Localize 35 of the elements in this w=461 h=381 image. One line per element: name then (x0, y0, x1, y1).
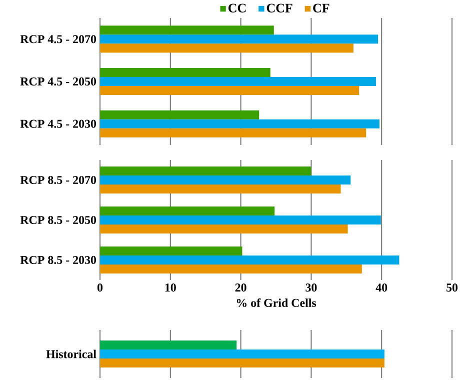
bar (100, 216, 381, 224)
y-tick-label: RCP 8.5 - 2070 (20, 176, 96, 184)
legend-label: CF (313, 4, 330, 12)
x-axis-title: % of Grid Cells (236, 298, 316, 307)
bar (100, 68, 270, 77)
y-tick-label: Historical (46, 350, 96, 358)
y-tick-label: RCP 8.5 - 2050 (20, 216, 96, 224)
x-tick-label: 30 (306, 284, 317, 292)
x-tick-label: 0 (97, 284, 103, 292)
bar (100, 264, 362, 274)
y-tick-label: RCP 4.5 - 2030 (20, 120, 96, 128)
bar (100, 176, 351, 184)
bar (100, 206, 275, 216)
bar (100, 110, 260, 120)
legend-label: CC (228, 4, 246, 12)
x-tick-label: 10 (165, 284, 176, 292)
y-tick-label: RCP 4.5 - 2050 (20, 77, 96, 86)
bar (100, 128, 366, 138)
bar (100, 246, 242, 256)
x-tick-label: 40 (376, 284, 388, 292)
y-tick-label: RCP 4.5 - 2070 (20, 35, 96, 44)
bar (100, 224, 348, 234)
bar (100, 256, 400, 264)
x-tick-label: 20 (235, 284, 246, 292)
bar (100, 44, 354, 53)
bar (100, 76, 376, 86)
legend-label: CCF (266, 4, 292, 12)
bar (100, 184, 341, 194)
bar (100, 166, 312, 176)
bar (100, 119, 380, 128)
y-tick-label: RCP 8.5 - 2030 (20, 256, 96, 264)
bar (100, 34, 378, 44)
x-tick-label: 50 (446, 284, 458, 292)
bar (100, 86, 360, 95)
bar (100, 26, 274, 35)
